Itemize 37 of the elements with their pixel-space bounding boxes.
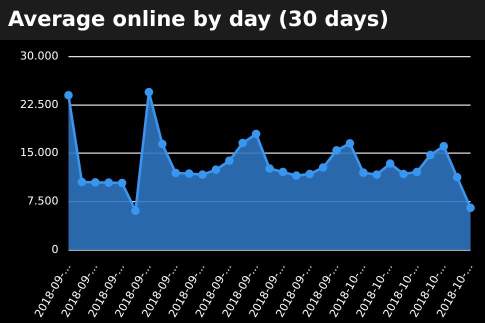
point (332, 146, 341, 155)
point (64, 91, 73, 100)
point (118, 178, 126, 188)
point (305, 170, 314, 178)
point (238, 138, 247, 148)
point (265, 164, 274, 173)
point (440, 142, 448, 150)
point (78, 178, 86, 186)
point (399, 170, 408, 178)
point (144, 88, 154, 96)
point (466, 204, 475, 212)
point (212, 166, 220, 174)
point (412, 168, 422, 176)
point (359, 168, 368, 177)
point (372, 170, 381, 179)
point (452, 172, 462, 182)
y-tick-label: 7.500 (26, 194, 58, 208)
point (131, 206, 140, 215)
point (225, 156, 234, 166)
point (426, 150, 435, 160)
point (278, 168, 288, 176)
point (346, 139, 354, 148)
chart-title: Average online by day (30 days) (0, 0, 485, 40)
point (158, 140, 167, 148)
point (171, 168, 180, 178)
y-tick-label: 0 (51, 242, 58, 256)
point (318, 163, 328, 172)
point (104, 178, 113, 187)
point (386, 159, 394, 168)
y-tick-label: 22.500 (20, 98, 58, 111)
point (252, 130, 260, 138)
point (91, 178, 100, 187)
y-tick-label: 30.000 (20, 49, 58, 62)
point (292, 171, 301, 180)
y-tick-label: 15.000 (20, 146, 58, 160)
point (184, 169, 194, 178)
point (198, 170, 207, 179)
